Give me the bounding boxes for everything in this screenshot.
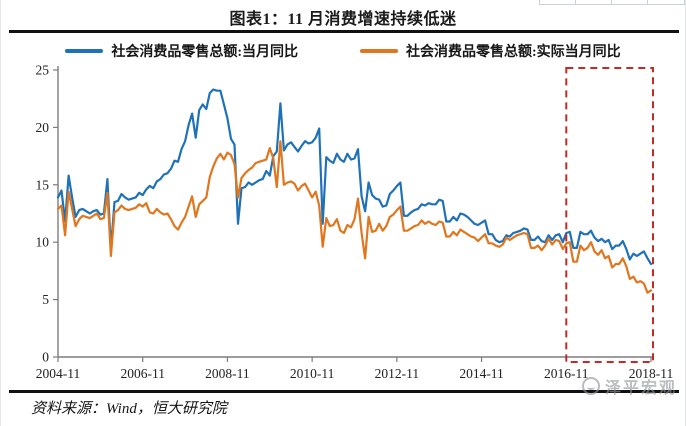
real-line-swatch [360, 49, 398, 53]
legend-item-nominal: 社会消费品零售总额:当月同比 [65, 41, 298, 61]
watermark-logo-icon [581, 377, 600, 395]
chart-title: 图表1：11 月消费增速持续低迷 [229, 11, 457, 28]
svg-text:2006-11: 2006-11 [120, 366, 165, 381]
source-note: 资料来源：Wind，恒大研究院 [31, 401, 227, 417]
watermark: 泽平宏观 [581, 374, 677, 398]
watermark-text: 泽平宏观 [604, 380, 677, 397]
svg-text:2014-11: 2014-11 [459, 366, 504, 381]
svg-text:2016-11: 2016-11 [544, 366, 589, 381]
svg-text:2004-11: 2004-11 [36, 366, 81, 381]
legend-label-real: 社会消费品零售总额:实际当月同比 [406, 45, 621, 60]
legend-item-real: 社会消费品零售总额:实际当月同比 [360, 41, 621, 61]
legend: 社会消费品零售总额:当月同比 社会消费品零售总额:实际当月同比 [1, 41, 685, 61]
nominal-line-swatch [65, 49, 104, 53]
bottom-divider [9, 390, 679, 393]
svg-text:10: 10 [36, 235, 50, 250]
svg-text:20: 20 [36, 120, 50, 135]
legend-label-nominal: 社会消费品零售总额:当月同比 [111, 45, 298, 60]
top-divider [9, 30, 679, 33]
svg-text:5: 5 [42, 292, 49, 307]
svg-text:25: 25 [36, 63, 50, 78]
svg-text:0: 0 [42, 350, 49, 365]
svg-text:2008-11: 2008-11 [205, 366, 250, 381]
svg-text:15: 15 [36, 177, 50, 192]
svg-text:2018-11: 2018-11 [629, 366, 674, 381]
svg-text:2010-11: 2010-11 [290, 366, 335, 381]
table-grid-remnant [539, 0, 685, 5]
plot-svg: 0 5 10 15 20 25 2004-11 2006-11 2008-11 2010-11 20… [36, 63, 674, 382]
svg-text:2012-11: 2012-11 [375, 366, 420, 381]
